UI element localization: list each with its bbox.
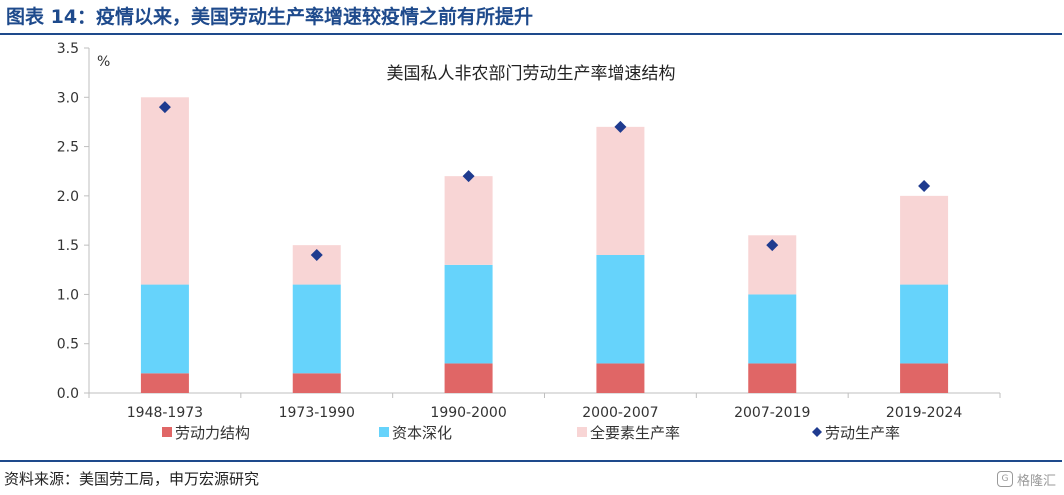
x-tick-label: 2019-2024 bbox=[886, 405, 962, 421]
bar-segment bbox=[596, 363, 645, 393]
y-tick-label: 3.0 bbox=[57, 90, 79, 106]
legend-swatch bbox=[162, 427, 172, 437]
bar-segment bbox=[900, 363, 949, 393]
y-tick-label: 0.5 bbox=[57, 337, 79, 353]
legend-marker bbox=[812, 427, 822, 437]
bar-segment bbox=[748, 363, 797, 393]
productivity-marker bbox=[462, 170, 475, 183]
productivity-marker bbox=[918, 180, 931, 192]
title-rule bbox=[0, 33, 1062, 35]
bar-segment bbox=[748, 294, 797, 364]
productivity-marker bbox=[158, 101, 171, 114]
bar-segment bbox=[140, 97, 189, 285]
productivity-marker bbox=[766, 239, 779, 252]
bar-segment bbox=[140, 284, 189, 374]
source-note: 资料来源：美国劳工局，申万宏源研究 bbox=[4, 470, 260, 488]
y-tick-label: 2.5 bbox=[57, 140, 79, 156]
productivity-markers bbox=[158, 101, 931, 261]
bars bbox=[140, 97, 949, 393]
y-tick-label: 0.0 bbox=[57, 386, 79, 402]
x-tick-label: 2000-2007 bbox=[582, 405, 658, 421]
stacked-bar-chart: 0.0 0.5 1.0 1.5 2.0 2.5 3.0 3.5 1948-1973 1973-1… bbox=[57, 41, 1001, 442]
watermark: G 格隆汇 bbox=[996, 468, 1056, 490]
bar-segment bbox=[444, 264, 493, 364]
legend-label: 劳动生产率 bbox=[825, 424, 900, 442]
bar-segment bbox=[596, 255, 645, 364]
y-tick-label: 1.5 bbox=[57, 238, 79, 254]
figure-title: 图表 14：疫情以来，美国劳动生产率增速较疫情之前有所提升 bbox=[6, 6, 534, 28]
bar-segment bbox=[900, 195, 949, 285]
bar-segment bbox=[444, 363, 493, 393]
productivity-marker bbox=[614, 120, 627, 133]
bar-segment bbox=[140, 373, 189, 393]
y-tick-label: 3.5 bbox=[57, 41, 79, 57]
legend-label: 全要素生产率 bbox=[590, 424, 680, 442]
y-ticks: 0.0 0.5 1.0 1.5 2.0 2.5 3.0 3.5 bbox=[57, 41, 89, 402]
x-tick-label: 2007-2019 bbox=[734, 405, 810, 421]
legend-swatch bbox=[379, 427, 389, 437]
x-ticks: 1948-1973 1973-1990 1990-2000 2000-2007 2007… bbox=[88, 393, 1001, 421]
x-tick-label: 1973-1990 bbox=[279, 405, 355, 421]
watermark-text: 格隆汇 bbox=[1016, 473, 1056, 489]
legend-label: 劳动力结构 bbox=[175, 424, 250, 442]
x-tick-label: 1948-1973 bbox=[127, 405, 203, 421]
y-tick-label: 1.0 bbox=[57, 287, 79, 303]
footer-rule bbox=[0, 460, 1062, 462]
productivity-marker bbox=[310, 249, 323, 261]
bar-segment bbox=[292, 373, 341, 393]
bar-segment bbox=[900, 284, 949, 364]
bar-segment bbox=[596, 126, 645, 255]
bar-segment bbox=[444, 176, 493, 265]
x-tick-label: 1990-2000 bbox=[430, 405, 506, 421]
y-unit-label: % bbox=[97, 54, 110, 70]
legend-swatch bbox=[577, 427, 587, 437]
y-tick-label: 2.0 bbox=[57, 189, 79, 205]
bar-segment bbox=[292, 284, 341, 374]
chart-title: 美国私人非农部门劳动生产率增速结构 bbox=[387, 64, 676, 84]
legend: 劳动力结构 资本深化 全要素生产率 劳动生产率 bbox=[162, 424, 900, 442]
legend-label: 资本深化 bbox=[392, 424, 452, 442]
watermark-logo-icon: G bbox=[996, 471, 1013, 487]
